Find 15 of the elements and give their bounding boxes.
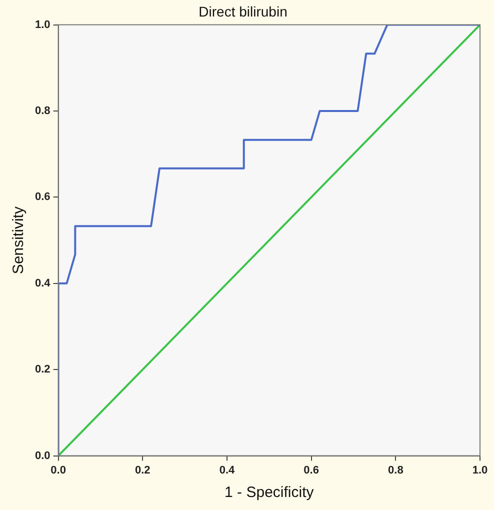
x-tick-label: 0.8 xyxy=(388,464,404,476)
y-tick-label: 1.0 xyxy=(34,18,50,31)
y-tick-label: 0.4 xyxy=(34,277,52,290)
y-tick-label: 0.6 xyxy=(34,191,50,204)
chart-title: Direct bilirubin xyxy=(198,3,288,20)
x-tick-label: 1.0 xyxy=(472,464,488,476)
y-axis-title: Sensitivity xyxy=(10,206,28,274)
x-axis-title: 1 - Specificity xyxy=(224,484,314,502)
x-tick-label: 0.0 xyxy=(50,464,66,476)
x-tick-label: 0.6 xyxy=(304,464,319,476)
x-tick-label: 0.2 xyxy=(134,464,150,476)
y-tick-label: 0.2 xyxy=(34,364,50,376)
y-tick-label: 0.8 xyxy=(34,105,50,118)
x-tick-label: 0.4 xyxy=(219,464,236,476)
y-tick-label: 0.0 xyxy=(34,450,50,462)
